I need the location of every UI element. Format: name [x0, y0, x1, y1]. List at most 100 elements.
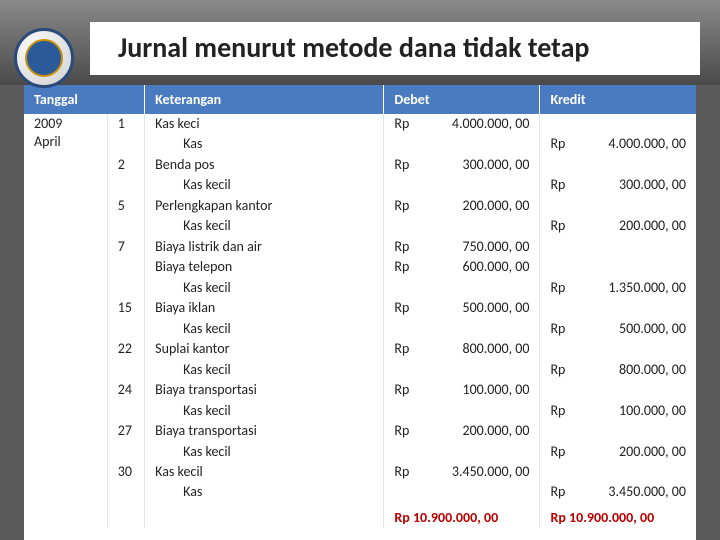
amount-value: 4.000.000, 00 — [608, 135, 686, 153]
cell-day — [107, 278, 144, 298]
cell-kredit — [540, 298, 696, 318]
table-row: 2Benda pos Rp 300.000, 00 — [24, 155, 696, 175]
currency-label: Rp — [394, 156, 415, 174]
cell-kredit — [540, 421, 696, 441]
table-row: Kas kecilRp300.000, 00 — [24, 175, 696, 195]
cell-kredit — [540, 114, 696, 134]
cell-debet: Rp 800.000, 00 — [384, 339, 540, 359]
currency-label: Rp — [394, 197, 415, 215]
cell-debet: Rp500.000, 00 — [384, 298, 540, 318]
cell-debet — [384, 175, 540, 195]
cell-debet — [384, 442, 540, 462]
cell-kredit: Rp 4.000.000, 00 — [540, 134, 696, 154]
table-row: 30Kas kecilRp3.450.000, 00 — [24, 462, 696, 482]
cell-kredit-total: Rp 10.900.000, 00 — [540, 503, 696, 528]
currency-label: Rp — [550, 443, 571, 461]
table-row: 15Biaya iklanRp500.000, 00 — [24, 298, 696, 318]
cell-kredit: Rp100.000, 00 — [540, 401, 696, 421]
cell-kredit: Rp200.000, 00 — [540, 216, 696, 236]
amount: Rp500.000, 00 — [394, 299, 529, 317]
table-row: Kas kecil Rp 200.000, 00 — [24, 442, 696, 462]
journal-table-container: Tanggal Keterangan Debet Kredit 2009Apri… — [24, 85, 696, 540]
month: April — [34, 133, 97, 151]
amount: Rp600.000, 00 — [394, 258, 529, 276]
cell-desc: Suplai kantor — [145, 339, 384, 359]
table-row: Biaya teleponRp600.000, 00 — [24, 257, 696, 277]
cell-kredit — [540, 257, 696, 277]
table-row: 22Suplai kantor Rp 800.000, 00 — [24, 339, 696, 359]
cell-kredit: Rp 1.350.000, 00 — [540, 278, 696, 298]
cell-debet — [384, 319, 540, 339]
cell-day — [107, 442, 144, 462]
cell-debet: Rp100.000, 00 — [384, 380, 540, 400]
currency-label: Rp — [550, 217, 571, 235]
cell-desc-sub: Kas kecil — [145, 216, 384, 236]
amount: Rp 1.350.000, 00 — [550, 279, 686, 297]
cell-desc-sub: Kas kecil — [145, 278, 384, 298]
cell-desc-sub: Kas kecil — [145, 442, 384, 462]
table-row-cutoff: Rp 10.900.000, 00Rp 10.900.000, 00 — [24, 503, 696, 528]
amount: Rp500.000, 00 — [550, 320, 686, 338]
cell-desc: Benda pos — [145, 155, 384, 175]
currency-label: Rp — [550, 402, 571, 420]
cell-kredit: Rp 200.000, 00 — [540, 442, 696, 462]
cell-debet — [384, 482, 540, 502]
amount-value: 200.000, 00 — [462, 422, 529, 440]
currency-label: Rp — [550, 279, 571, 297]
cell-desc: Biaya transportasi — [145, 380, 384, 400]
amount: Rp 3.450.000, 00 — [550, 483, 686, 501]
cell-debet: Rp3.450.000, 00 — [384, 462, 540, 482]
cell-kredit — [540, 380, 696, 400]
table-row: KasRp3.450.000, 00 — [24, 482, 696, 502]
table-row: Kas kecil Rp 1.350.000, 00 — [24, 278, 696, 298]
amount: Rp 300.000, 00 — [394, 156, 529, 174]
cell-kredit — [540, 462, 696, 482]
amount-value: 800.000, 00 — [619, 361, 686, 379]
cell-debet — [384, 360, 540, 380]
cell-debet: Rp4.000.000, 00 — [384, 114, 540, 134]
cell-desc-sub: Kas kecil — [145, 319, 384, 339]
table-header-row: Tanggal Keterangan Debet Kredit — [24, 85, 696, 114]
amount: Rp 800.000, 00 — [550, 361, 686, 379]
cell-day: 22 — [107, 339, 144, 359]
journal-table: Tanggal Keterangan Debet Kredit 2009Apri… — [24, 85, 696, 528]
logo-inner — [25, 39, 63, 77]
cell-day: 2 — [107, 155, 144, 175]
amount: Rp 4.000.000, 00 — [550, 135, 686, 153]
currency-label: Rp — [550, 483, 571, 501]
amount-value: 200.000, 00 — [619, 443, 686, 461]
cell-day: 5 — [107, 196, 144, 216]
amount-value: 3.450.000, 00 — [608, 483, 686, 501]
amount-value: 300.000, 00 — [462, 156, 529, 174]
cell-desc: Perlengkapan kantor — [145, 196, 384, 216]
currency-label: Rp — [394, 340, 415, 358]
cell-day: 30 — [107, 462, 144, 482]
col-debet: Debet — [384, 85, 540, 114]
col-tanggal: Tanggal — [24, 85, 145, 114]
amount-value: 800.000, 00 — [462, 340, 529, 358]
cell-kredit — [540, 155, 696, 175]
amount: Rp 800.000, 00 — [394, 340, 529, 358]
table-row: Kas kecilRp800.000, 00 — [24, 360, 696, 380]
amount-value: 1.350.000, 00 — [608, 279, 686, 297]
amount-value: 4.000.000, 00 — [452, 115, 530, 133]
currency-label: Rp — [394, 463, 415, 481]
amount: Rp100.000, 00 — [550, 402, 686, 420]
amount-value: 300.000, 00 — [619, 176, 686, 194]
amount: Rp200.000, 00 — [550, 217, 686, 235]
table-row: 5Perlengkapan kantor Rp200.000, 00 — [24, 196, 696, 216]
cell-debet: Rp600.000, 00 — [384, 257, 540, 277]
amount: Rp200.000, 00 — [394, 197, 529, 215]
currency-label: Rp — [550, 361, 571, 379]
cell-year-month: 2009April — [24, 114, 107, 528]
amount: Rp200.000, 00 — [394, 422, 529, 440]
currency-label: Rp — [550, 176, 571, 194]
cell-day — [107, 360, 144, 380]
page-title: Jurnal menurut metode dana tidak tetap — [118, 30, 672, 65]
cell-kredit — [540, 339, 696, 359]
cell-debet: Rp200.000, 00 — [384, 196, 540, 216]
currency-label: Rp — [550, 135, 571, 153]
cell-desc: Biaya iklan — [145, 298, 384, 318]
cell-debet: Rp200.000, 00 — [384, 421, 540, 441]
table-row: 24Biaya transportasiRp100.000, 00 — [24, 380, 696, 400]
